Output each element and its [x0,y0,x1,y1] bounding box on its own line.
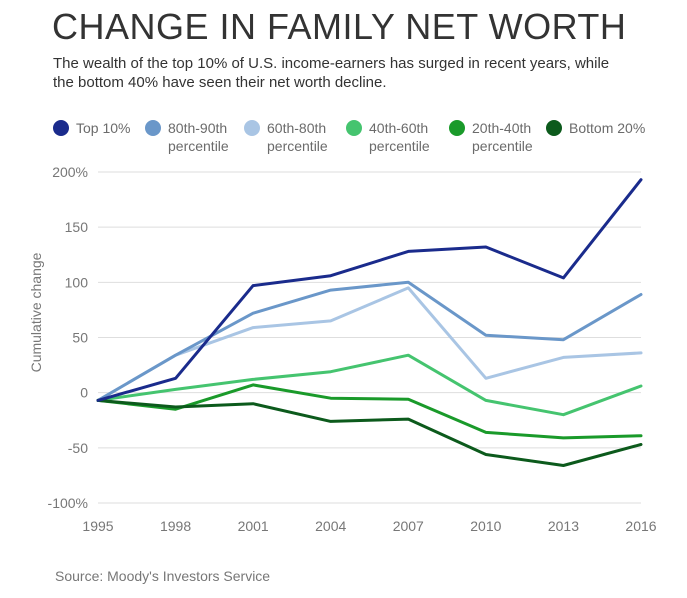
legend: Top 10% 80th-90th percentile 60th-80th p… [53,119,673,159]
legend-label: 20th-40th percentile [472,120,533,154]
legend-label: Bottom 20% [569,120,646,136]
series-line-40th-60th-percentile [96,353,643,417]
y-axis-title: Cumulative change [28,252,44,372]
y-tick-label: 100 [65,274,89,290]
legend-dot-icon [244,120,260,136]
y-tick-label: 0 [80,385,88,401]
legend-dot-icon [53,120,69,136]
legend-label: 80th-90th percentile [168,120,229,154]
legend-label: 40th-60th percentile [369,120,430,154]
legend-dot-icon [145,120,161,136]
chart-title: CHANGE IN FAMILY NET WORTH [52,6,627,47]
legend-dot-icon [346,120,362,136]
y-tick-label: 200% [52,164,88,180]
x-tick-label: 2016 [625,518,656,534]
x-tick-label: 2013 [548,518,579,534]
x-tick-label: 2007 [393,518,424,534]
legend-item-40-60: 40th-60th percentile [346,119,430,155]
legend-label: Top 10% [76,120,131,136]
legend-item-20-40: 20th-40th percentile [449,119,533,155]
legend-dot-icon [449,120,465,136]
chart-subtitle: The wealth of the top 10% of U.S. income… [53,55,610,91]
legend-item-80-90: 80th-90th percentile [145,119,229,155]
x-tick-label: 1995 [82,518,113,534]
series-line-60th-80th-percentile [96,286,643,402]
x-tick-label: 2004 [315,518,346,534]
series-line-bottom-20 [96,398,643,467]
legend-item-60-80: 60th-80th percentile [244,119,328,155]
y-tick-label: 50 [72,330,88,346]
x-tick-label: 1998 [160,518,191,534]
y-tick-label: -100% [48,495,88,511]
x-tick-label: 2010 [470,518,501,534]
x-tick-label: 2001 [238,518,269,534]
legend-item-bottom-20: Bottom 20% [546,119,645,137]
series-line-top-10 [96,178,643,402]
legend-dot-icon [546,120,562,136]
legend-item-top-10: Top 10% [53,119,130,137]
source-note: Source: Moody's Investors Service [55,568,271,584]
y-tick-label: 150 [65,219,89,235]
legend-label: 60th-80th percentile [267,120,328,154]
series-line-80th-90th-percentile [96,280,643,402]
y-tick-label: -50 [68,440,88,456]
